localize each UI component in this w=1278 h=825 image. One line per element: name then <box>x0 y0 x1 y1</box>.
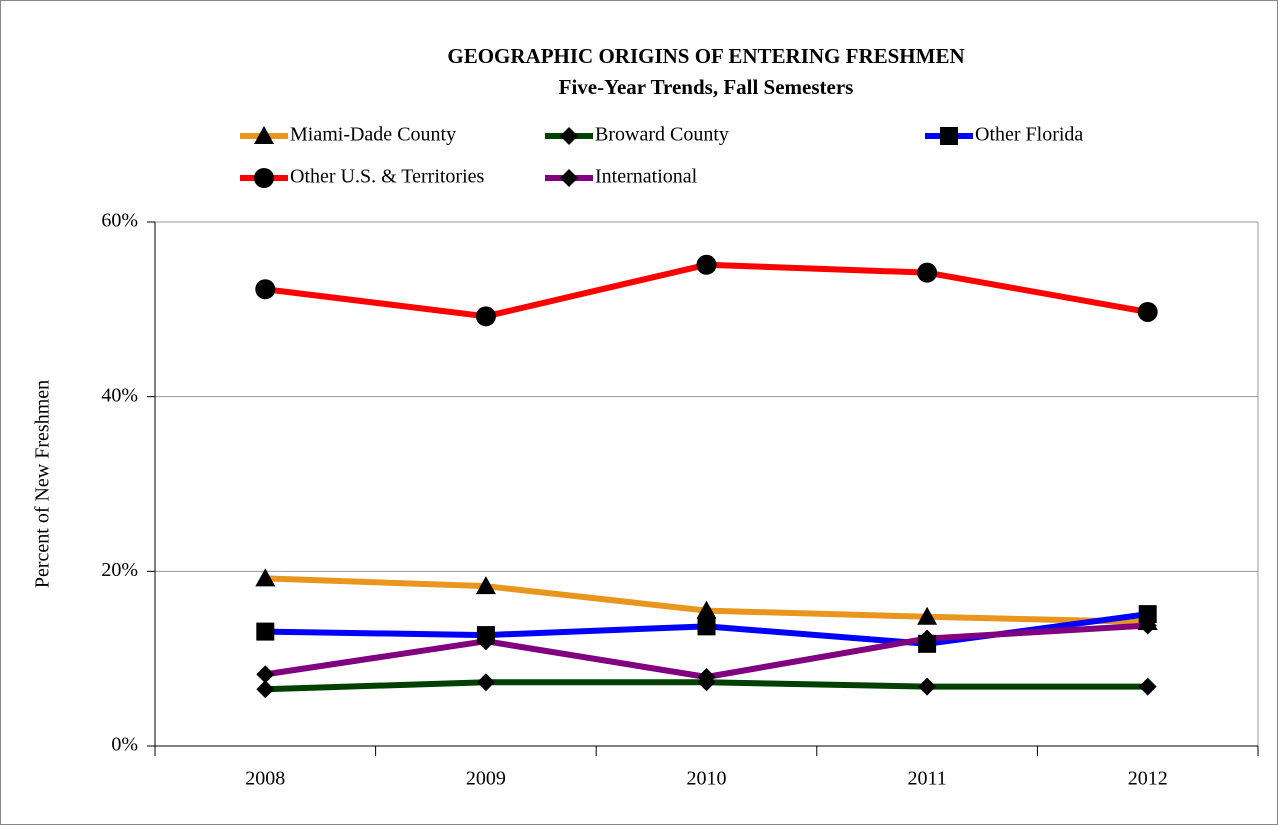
y-tick-label: 40% <box>101 384 138 406</box>
legend-marker <box>940 127 958 145</box>
legend-label: International <box>595 166 698 188</box>
y-tick-label: 0% <box>111 734 138 756</box>
marker <box>696 254 717 275</box>
marker <box>1138 616 1157 635</box>
x-tick-label: 2011 <box>907 768 946 790</box>
marker <box>917 606 938 625</box>
legend-label: Miami-Dade County <box>290 124 456 146</box>
x-tick-label: 2009 <box>466 768 506 790</box>
marker <box>475 306 496 327</box>
marker <box>475 576 496 595</box>
marker <box>1138 605 1157 624</box>
marker <box>918 677 937 696</box>
marker <box>256 665 275 684</box>
marker <box>255 568 276 587</box>
x-tick-label: 2008 <box>245 768 285 790</box>
legend-marker <box>560 169 578 187</box>
marker <box>255 279 276 300</box>
marker <box>697 668 716 687</box>
marker <box>476 673 495 692</box>
y-axis-label: Percent of New Freshmen <box>32 380 54 588</box>
legend-marker <box>254 126 274 144</box>
marker <box>1138 677 1157 696</box>
marker <box>696 600 717 619</box>
legend-label: Other U.S. & Territories <box>290 166 485 188</box>
marker <box>697 617 716 636</box>
chart-subtitle: Five-Year Trends, Fall Semesters <box>559 75 854 99</box>
chart-title: GEOGRAPHIC ORIGINS OF ENTERING FRESHMEN <box>447 44 964 68</box>
marker <box>256 680 275 699</box>
marker <box>917 262 938 283</box>
marker <box>256 622 275 641</box>
marker <box>476 632 495 651</box>
x-tick-label: 2012 <box>1128 768 1168 790</box>
legend-marker <box>254 168 274 188</box>
legend-label: Other Florida <box>975 124 1083 146</box>
legend-label: Broward County <box>595 124 729 146</box>
marker <box>918 629 937 648</box>
x-tick-label: 2010 <box>687 768 727 790</box>
marker <box>1137 301 1158 322</box>
y-tick-label: 20% <box>101 559 138 581</box>
legend-marker <box>560 127 578 145</box>
y-tick-label: 60% <box>101 210 138 232</box>
